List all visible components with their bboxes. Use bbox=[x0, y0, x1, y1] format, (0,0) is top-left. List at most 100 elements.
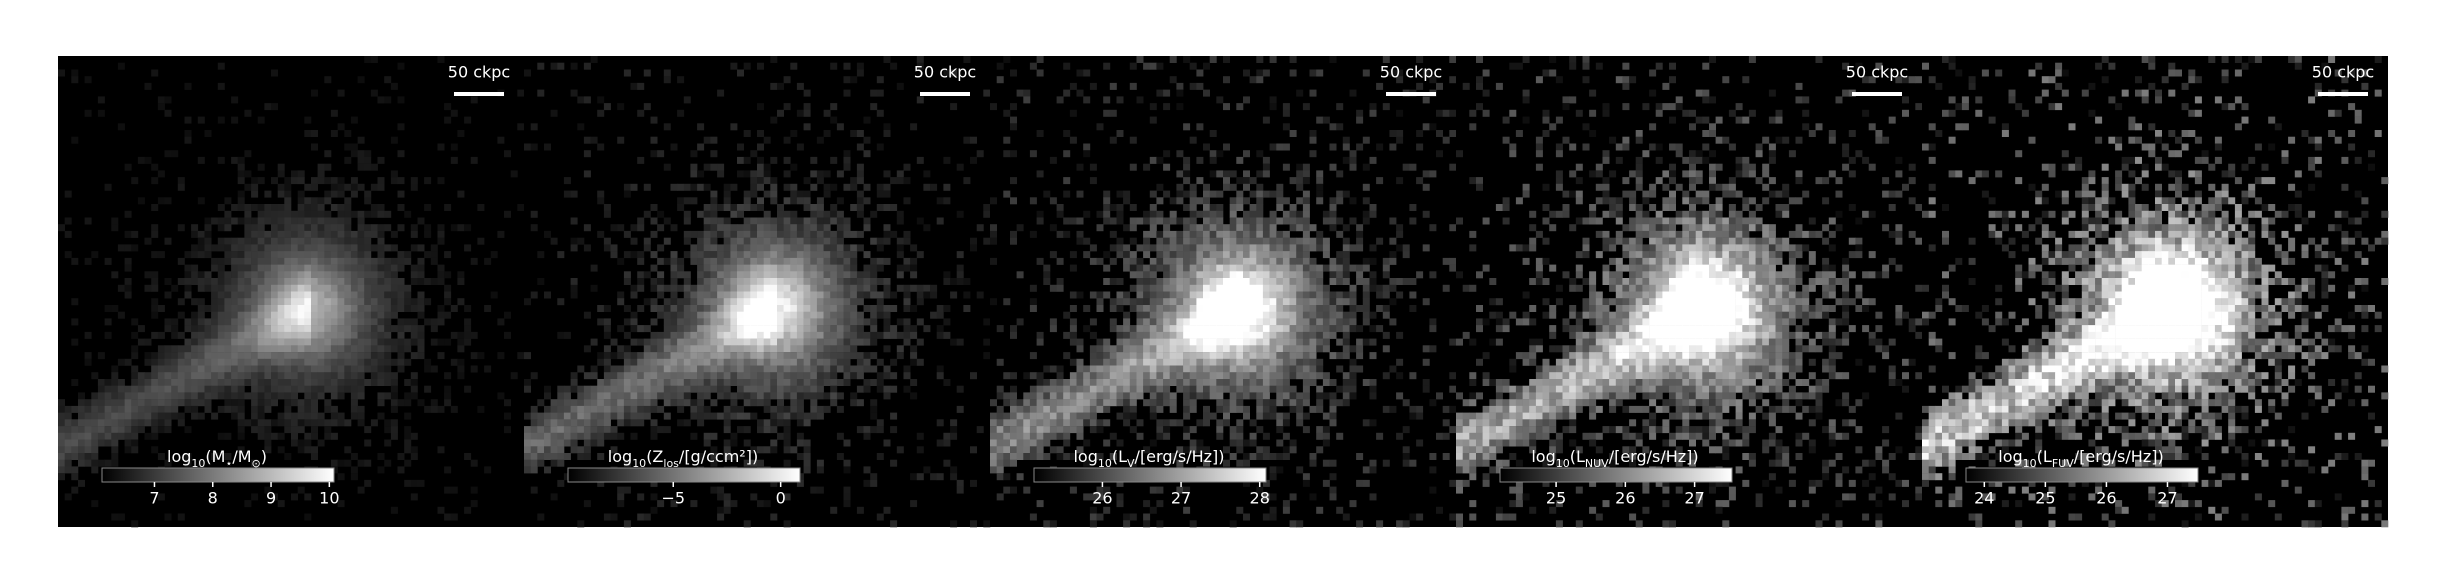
pixel bbox=[1302, 224, 1310, 232]
pixel bbox=[1003, 190, 1011, 198]
pixel bbox=[357, 156, 365, 164]
pixel bbox=[97, 432, 105, 440]
pixel bbox=[803, 278, 811, 285]
pixel bbox=[424, 318, 432, 326]
pixel bbox=[1136, 385, 1144, 393]
pixel bbox=[650, 204, 658, 211]
pixel bbox=[1116, 298, 1124, 306]
pixel bbox=[237, 278, 245, 285]
pixel bbox=[983, 210, 991, 218]
pixel bbox=[124, 291, 132, 299]
pixel bbox=[1083, 251, 1091, 259]
pixel bbox=[1156, 183, 1164, 191]
pixel bbox=[876, 419, 884, 427]
pixel bbox=[770, 224, 778, 232]
pixel bbox=[350, 405, 358, 413]
pixel bbox=[1216, 264, 1224, 272]
pixel bbox=[783, 224, 791, 232]
pixel bbox=[810, 284, 818, 292]
pixel bbox=[370, 264, 378, 272]
pixel bbox=[317, 305, 325, 312]
pixel bbox=[1236, 345, 1244, 353]
pixel bbox=[1282, 318, 1290, 326]
pixel bbox=[750, 446, 758, 454]
pixel bbox=[357, 459, 365, 467]
pixel bbox=[677, 305, 685, 312]
pixel bbox=[816, 331, 824, 339]
pixel bbox=[544, 466, 551, 474]
pixel bbox=[623, 405, 631, 413]
pixel bbox=[1216, 318, 1224, 326]
pixel bbox=[1436, 392, 1443, 400]
pixel bbox=[224, 372, 232, 380]
pixel bbox=[1269, 345, 1277, 353]
pixel bbox=[737, 264, 744, 272]
pixel bbox=[1176, 291, 1184, 299]
pixel bbox=[1010, 399, 1017, 407]
pixel bbox=[1356, 237, 1364, 245]
pixel bbox=[623, 230, 631, 238]
pixel bbox=[1223, 183, 1230, 191]
pixel bbox=[84, 432, 92, 440]
pixel bbox=[690, 298, 698, 306]
pixel bbox=[1243, 379, 1250, 386]
pixel bbox=[544, 419, 551, 427]
pixel bbox=[237, 372, 245, 380]
pixel bbox=[990, 230, 997, 238]
pixel bbox=[770, 392, 778, 400]
pixel bbox=[690, 325, 698, 333]
pixel bbox=[1203, 385, 1210, 393]
pixel bbox=[1163, 365, 1171, 373]
pixel bbox=[690, 183, 698, 191]
pixel bbox=[1356, 305, 1364, 312]
pixel bbox=[344, 305, 352, 312]
pixel bbox=[1422, 170, 1430, 178]
pixel bbox=[1329, 123, 1337, 131]
pixel bbox=[1329, 257, 1337, 265]
pixel bbox=[810, 412, 818, 420]
pixel bbox=[444, 271, 452, 279]
pixel bbox=[650, 479, 658, 487]
pixel bbox=[117, 284, 125, 292]
pixel bbox=[544, 426, 551, 434]
pixel bbox=[1302, 163, 1310, 171]
pixel bbox=[723, 331, 731, 339]
pixel bbox=[1176, 244, 1184, 252]
pixel bbox=[84, 439, 92, 447]
pixel bbox=[1376, 82, 1384, 90]
pixel bbox=[663, 284, 671, 292]
pixel bbox=[1389, 318, 1397, 326]
pixel bbox=[231, 217, 239, 225]
pixel bbox=[370, 291, 378, 299]
pixel bbox=[850, 331, 858, 339]
pixel bbox=[657, 338, 665, 346]
pixel bbox=[617, 224, 625, 232]
pixel bbox=[843, 284, 851, 292]
pixel bbox=[1243, 385, 1250, 393]
pixel bbox=[251, 358, 259, 366]
pixel bbox=[384, 311, 392, 319]
pixel bbox=[124, 358, 132, 366]
pixel bbox=[1169, 271, 1177, 279]
pixel bbox=[537, 446, 545, 454]
pixel bbox=[384, 278, 392, 285]
pixel bbox=[357, 372, 365, 380]
pixel bbox=[657, 405, 665, 413]
pixel bbox=[1089, 385, 1097, 393]
pixel bbox=[357, 345, 365, 353]
pixel bbox=[830, 399, 838, 407]
pixel bbox=[504, 311, 511, 319]
pixel bbox=[251, 412, 259, 420]
pixel bbox=[1336, 264, 1344, 272]
pixel bbox=[324, 197, 332, 205]
pixel bbox=[836, 331, 844, 339]
pixel bbox=[590, 264, 598, 272]
pixel bbox=[703, 210, 711, 218]
pixel bbox=[1342, 190, 1350, 198]
pixel bbox=[544, 291, 551, 299]
pixel bbox=[1089, 358, 1097, 366]
pixel bbox=[1316, 338, 1324, 346]
pixel bbox=[710, 399, 718, 407]
pixel bbox=[304, 318, 312, 326]
pixel bbox=[630, 385, 638, 393]
